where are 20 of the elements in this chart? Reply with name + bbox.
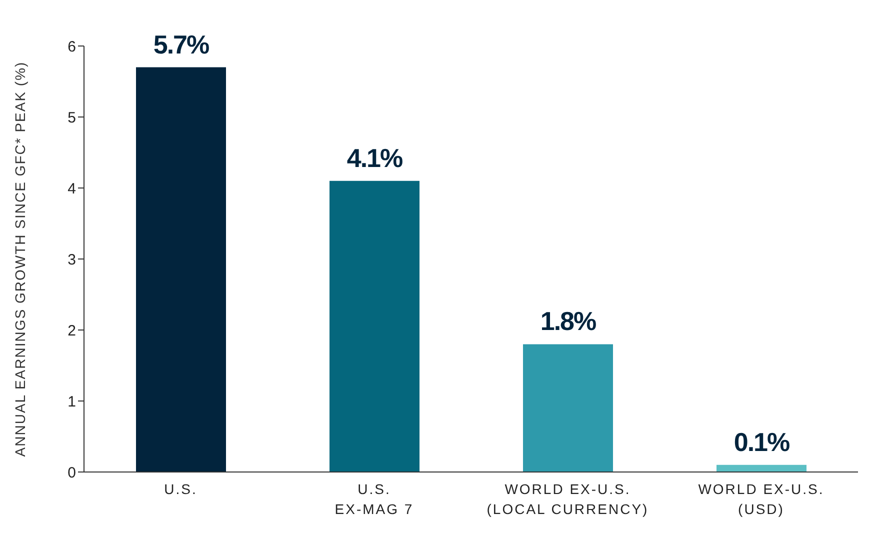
- y-tick-label: 3: [68, 251, 76, 268]
- data-label: 4.1%: [346, 142, 404, 173]
- data-label: 1.8%: [540, 306, 597, 336]
- data-label: 5.7%: [153, 29, 210, 60]
- y-tick-label: 0: [68, 464, 76, 482]
- bar: [136, 67, 226, 472]
- y-tick-label: 6: [68, 38, 76, 56]
- y-axis-title: ANNUAL EARNINGS GROWTH SINCE GFC* PEAK (%): [12, 61, 28, 457]
- bar: [523, 344, 613, 472]
- x-tick-label: U.S. EX-MAG 7: [334, 481, 414, 517]
- x-tick-label: WORLD EX-U.S. (LOCAL CURRENCY): [486, 481, 649, 517]
- data-label: 0.1%: [734, 426, 790, 457]
- x-tick-label: U.S.: [164, 481, 198, 497]
- y-tick-label: 2: [68, 322, 76, 340]
- y-tick-label: 4: [68, 180, 76, 198]
- bar: [716, 464, 806, 472]
- y-tick-label: 1: [68, 393, 76, 410]
- y-tick-label: 5: [68, 109, 76, 126]
- bar: [330, 180, 420, 472]
- x-tick-label: WORLD EX-U.S. (USD): [698, 481, 824, 517]
